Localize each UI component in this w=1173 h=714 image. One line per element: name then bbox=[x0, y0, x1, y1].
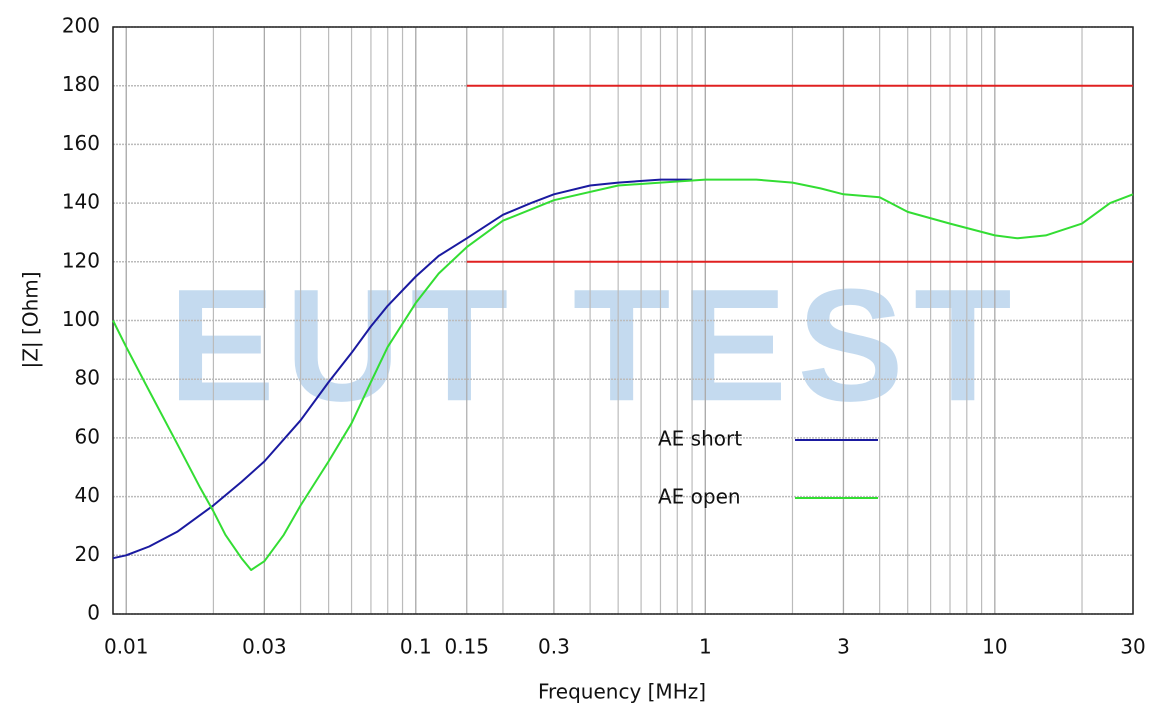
y-tick-label: 0 bbox=[87, 601, 100, 625]
series-line bbox=[112, 178, 1134, 571]
y-tick-label: 100 bbox=[62, 307, 100, 331]
watermark: EUT TEST bbox=[168, 255, 1021, 434]
x-tick-label: 3 bbox=[837, 635, 850, 659]
plot-layer bbox=[112, 26, 1134, 615]
y-tick-label: 20 bbox=[75, 542, 100, 566]
series-line bbox=[112, 178, 693, 560]
x-tick-label: 0.3 bbox=[538, 635, 570, 659]
x-tick-label: 0.15 bbox=[445, 635, 490, 659]
y-tick-label: 140 bbox=[62, 190, 100, 214]
y-tick-label: 200 bbox=[62, 14, 100, 38]
y-tick-label: 160 bbox=[62, 131, 100, 155]
x-tick-label: 0.03 bbox=[242, 635, 287, 659]
y-tick-label: 180 bbox=[62, 72, 100, 96]
y-tick-label: 80 bbox=[75, 366, 100, 390]
y-tick-label: 40 bbox=[75, 483, 100, 507]
x-axis-title: Frequency [MHz] bbox=[538, 680, 706, 704]
x-tick-label: 0.1 bbox=[400, 635, 432, 659]
y-axis-title: |Z| [Ohm] bbox=[19, 271, 43, 368]
legend-label: AE short bbox=[658, 427, 742, 451]
y-tick-label: 60 bbox=[75, 424, 100, 448]
x-tick-label: 0.01 bbox=[104, 635, 149, 659]
x-tick-label: 10 bbox=[982, 635, 1007, 659]
x-tick-label: 30 bbox=[1120, 635, 1145, 659]
y-tick-label: 120 bbox=[62, 248, 100, 272]
x-tick-label: 1 bbox=[699, 635, 712, 659]
legend-label: AE open bbox=[658, 485, 741, 509]
